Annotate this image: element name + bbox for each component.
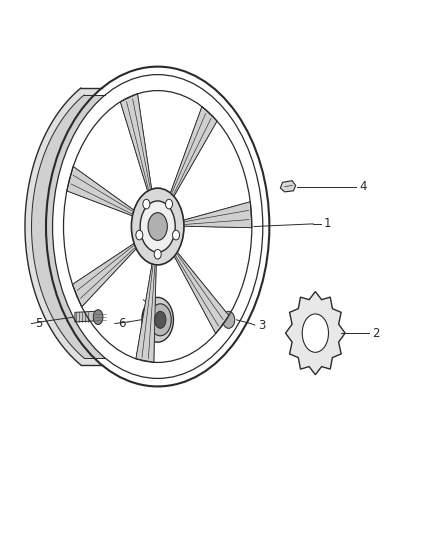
Ellipse shape [64, 91, 252, 362]
Polygon shape [32, 95, 105, 358]
Ellipse shape [154, 249, 161, 259]
Ellipse shape [155, 311, 166, 328]
Polygon shape [72, 244, 136, 307]
Polygon shape [170, 107, 217, 196]
Polygon shape [172, 111, 212, 195]
Polygon shape [280, 181, 296, 192]
Text: 6: 6 [118, 317, 126, 330]
Text: 3: 3 [258, 319, 266, 332]
Polygon shape [120, 94, 152, 191]
Polygon shape [67, 166, 134, 216]
Ellipse shape [140, 201, 175, 252]
Polygon shape [75, 245, 135, 299]
Polygon shape [126, 96, 150, 190]
Polygon shape [174, 252, 229, 334]
Text: 1: 1 [324, 217, 332, 230]
Polygon shape [72, 244, 136, 307]
Polygon shape [184, 202, 252, 228]
Polygon shape [184, 202, 252, 228]
Polygon shape [69, 175, 133, 214]
Ellipse shape [131, 188, 184, 265]
Polygon shape [142, 264, 155, 361]
Ellipse shape [93, 310, 103, 325]
Polygon shape [75, 311, 96, 322]
Polygon shape [184, 211, 252, 224]
Polygon shape [120, 94, 152, 191]
Ellipse shape [142, 297, 173, 342]
Polygon shape [25, 88, 102, 365]
Text: 4: 4 [359, 180, 367, 193]
Polygon shape [136, 264, 156, 362]
Ellipse shape [223, 311, 235, 328]
Polygon shape [170, 107, 217, 196]
Text: 2: 2 [372, 327, 380, 340]
Polygon shape [211, 317, 227, 323]
Ellipse shape [166, 199, 173, 209]
Polygon shape [286, 292, 345, 375]
Polygon shape [67, 166, 134, 216]
Polygon shape [174, 252, 229, 334]
Ellipse shape [136, 230, 143, 240]
Ellipse shape [173, 230, 180, 240]
Text: 5: 5 [35, 317, 42, 330]
Ellipse shape [302, 314, 328, 352]
Ellipse shape [149, 304, 171, 336]
Ellipse shape [148, 213, 167, 240]
Ellipse shape [143, 199, 150, 209]
Polygon shape [136, 264, 156, 362]
Polygon shape [175, 254, 224, 328]
